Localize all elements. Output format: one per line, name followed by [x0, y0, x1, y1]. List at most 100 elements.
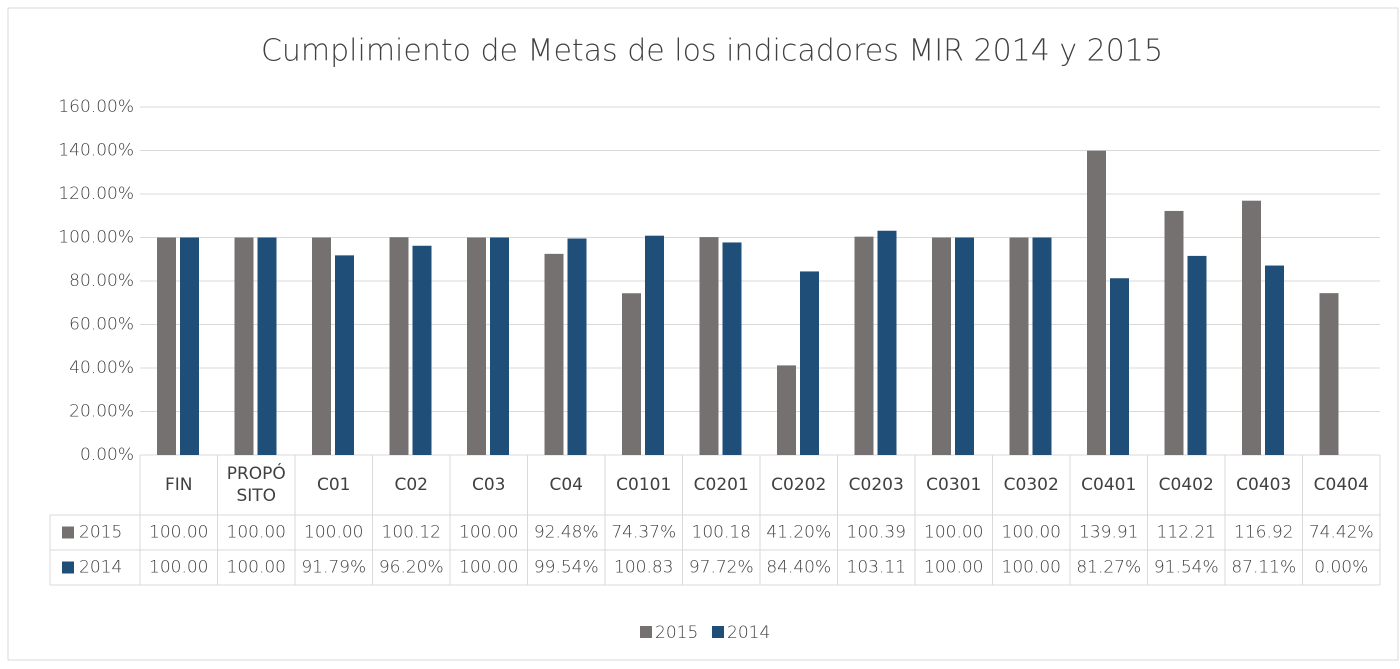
- data-label: 99.54%: [534, 558, 599, 578]
- x-tick-label: C0301: [926, 475, 982, 495]
- data-label: 100.12: [382, 523, 441, 543]
- x-tick-cell: C0403: [1236, 475, 1292, 495]
- bar: [932, 237, 951, 455]
- bar: [567, 238, 587, 455]
- x-tick-cell: C0201: [694, 475, 749, 495]
- bar: [1187, 255, 1207, 455]
- table-legend-key: [62, 526, 74, 539]
- y-tick-label: 160.00%: [58, 97, 134, 117]
- bar: [854, 236, 874, 455]
- bar: [1009, 237, 1029, 455]
- legend-label: 2015: [655, 623, 698, 643]
- data-label: 100.83: [614, 558, 673, 578]
- bar: [180, 237, 199, 455]
- bar: [234, 237, 254, 455]
- data-label: 100.39: [847, 523, 906, 543]
- bar: [622, 293, 641, 455]
- y-tick-label: 140.00%: [58, 141, 134, 161]
- x-tick-label: C0404: [1313, 475, 1369, 495]
- chart-title: Cumplimiento de Metas de los indicadores…: [261, 34, 1163, 69]
- y-tick-label: 0.00%: [80, 445, 134, 465]
- data-label: 100.00: [1002, 523, 1061, 543]
- bar: [699, 237, 719, 455]
- bar: [1087, 150, 1106, 456]
- x-tick-cell: C03: [472, 475, 506, 495]
- y-tick-label: 60.00%: [69, 315, 134, 335]
- bar: [312, 237, 331, 455]
- data-label: 91.79%: [301, 558, 366, 578]
- legend-key: [640, 626, 652, 638]
- bar: [544, 253, 564, 455]
- bar: [877, 230, 897, 455]
- y-tick-label: 20.00%: [69, 402, 134, 422]
- data-label: 81.27%: [1076, 558, 1141, 578]
- x-tick-label: C0403: [1236, 475, 1292, 495]
- y-tick-label: 100.00%: [58, 228, 134, 248]
- data-label: 100.00: [227, 523, 286, 543]
- x-tick-label: C0202: [771, 475, 827, 495]
- data-label: 74.42%: [1309, 523, 1374, 543]
- x-tick-label: C0401: [1081, 475, 1137, 495]
- x-tick-cell: C04: [549, 475, 583, 495]
- x-tick-cell: C0402: [1159, 475, 1214, 495]
- x-tick-cell: C01: [316, 475, 351, 495]
- data-label: 92.48%: [534, 523, 599, 543]
- x-tick-cell: C0404: [1313, 475, 1369, 495]
- bar: [645, 235, 664, 455]
- data-label: 100.00: [304, 523, 363, 543]
- data-label: 100.00: [149, 558, 208, 578]
- data-label: 100.00: [1002, 558, 1061, 578]
- bar: [722, 242, 742, 455]
- bar: [467, 237, 486, 455]
- data-label: 100.00: [924, 558, 983, 578]
- data-label: 87.11%: [1231, 558, 1296, 578]
- data-label: 41.20%: [766, 523, 831, 543]
- data-label: 91.54%: [1154, 558, 1219, 578]
- x-tick-cell: PROPÓSITO: [226, 464, 286, 506]
- bar: [1164, 210, 1184, 455]
- bar: [157, 237, 176, 455]
- legend-key: [712, 626, 724, 638]
- x-tick-label: FIN: [164, 475, 193, 495]
- bar: [777, 365, 796, 455]
- x-tick-cell: FIN: [164, 475, 193, 495]
- data-label: 96.20%: [379, 558, 444, 578]
- bar: [1265, 265, 1284, 455]
- data-label: 100.00: [924, 523, 983, 543]
- x-tick-cell: C02: [394, 475, 428, 495]
- data-label: 0.00%: [1314, 558, 1368, 578]
- data-label: 139.91: [1079, 523, 1138, 543]
- bar: [335, 255, 354, 455]
- table-series-name: 2015: [79, 523, 122, 543]
- data-label: 103.11: [847, 558, 906, 578]
- y-tick-label: 40.00%: [69, 358, 134, 378]
- data-label: 74.37%: [611, 523, 676, 543]
- x-tick-cell: C0301: [926, 475, 982, 495]
- data-label: 112.21: [1157, 523, 1216, 543]
- bar: [490, 237, 509, 455]
- x-tick-label: C0302: [1003, 475, 1059, 495]
- x-tick-label: C0203: [848, 475, 904, 495]
- x-tick-label: C0101: [616, 475, 672, 495]
- data-label: 100.00: [459, 558, 518, 578]
- data-label: 100.18: [692, 523, 751, 543]
- table-series-name: 2014: [79, 558, 122, 578]
- bar: [800, 271, 819, 455]
- x-tick-label: C01: [316, 475, 351, 495]
- x-tick-label: PROPÓSITO: [226, 464, 286, 506]
- bar: [257, 237, 277, 455]
- x-tick-cell: C0101: [616, 475, 672, 495]
- x-tick-label: C04: [549, 475, 583, 495]
- data-label: 116.92: [1234, 523, 1293, 543]
- x-tick-cell: C0401: [1081, 475, 1137, 495]
- x-tick-cell: C0202: [771, 475, 827, 495]
- table-legend-key: [62, 561, 74, 574]
- bar: [389, 237, 409, 455]
- data-label: 84.40%: [766, 558, 831, 578]
- legend-label: 2014: [727, 623, 770, 643]
- data-label: 100.00: [149, 523, 208, 543]
- bar: [1319, 293, 1339, 455]
- bar: [1242, 200, 1261, 455]
- x-tick-label: C02: [394, 475, 428, 495]
